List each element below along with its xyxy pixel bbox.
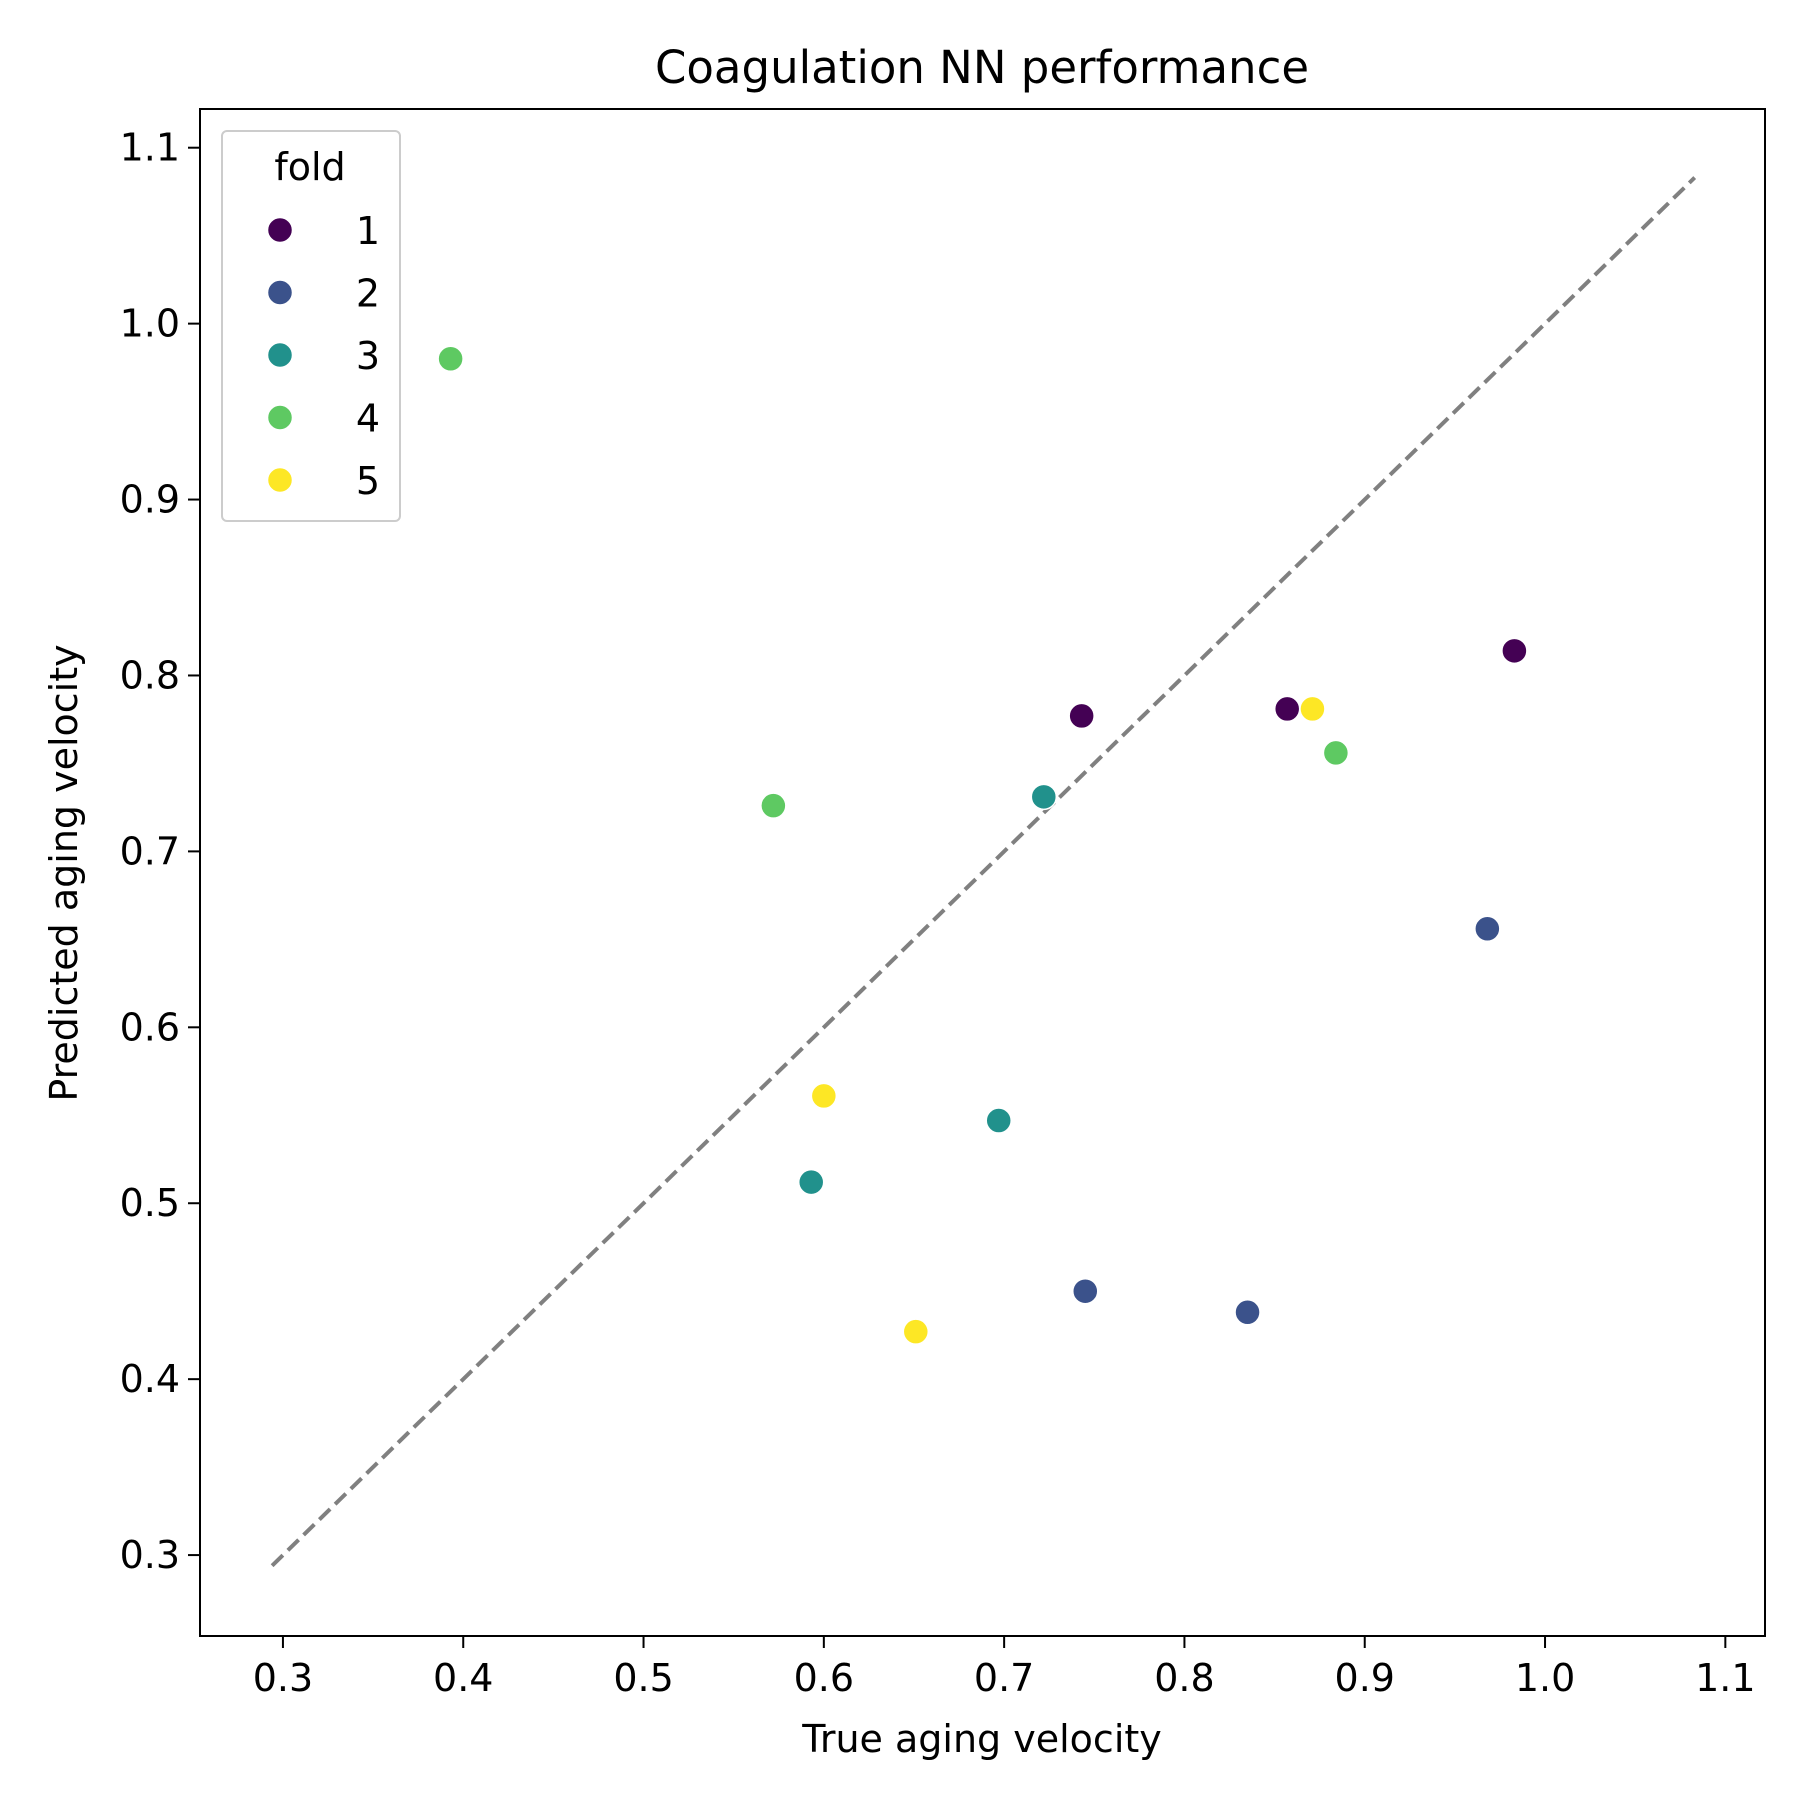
legend-marker-fold-1 bbox=[266, 216, 294, 244]
data-point-fold-4 bbox=[437, 345, 464, 373]
data-point-fold-2 bbox=[1234, 1299, 1261, 1326]
y-tick-label: 0.6 bbox=[120, 1005, 180, 1049]
x-tick-label: 0.6 bbox=[794, 1656, 854, 1700]
data-point-fold-5 bbox=[1299, 695, 1326, 723]
data-point-fold-2 bbox=[1072, 1277, 1099, 1305]
data-point-fold-1 bbox=[1501, 637, 1528, 665]
y-tick-label: 1.1 bbox=[120, 126, 180, 170]
x-tick-label: 0.7 bbox=[974, 1656, 1034, 1700]
plot-area: 0.3 0.4 0.5 0.6 0.7 0.8 0.9 1.0 1.1 0.3 0.4 0.5 0.6 0… bbox=[120, 108, 1766, 1700]
identity-reference-line bbox=[270, 176, 1697, 1568]
legend-label-fold-1: 1 bbox=[356, 209, 380, 253]
x-tick-label: 1.0 bbox=[1515, 1656, 1575, 1700]
y-tick-label: 0.9 bbox=[120, 478, 180, 522]
x-axis-label: True aging velocity bbox=[801, 1717, 1162, 1761]
x-tick-label: 0.4 bbox=[433, 1656, 493, 1700]
y-tick-label: 0.3 bbox=[120, 1533, 180, 1577]
data-point-fold-4 bbox=[1322, 739, 1350, 767]
x-tick-label: 0.5 bbox=[613, 1656, 673, 1700]
plot-frame bbox=[199, 108, 1766, 1637]
legend-marker-fold-3 bbox=[266, 341, 294, 369]
legend-box bbox=[221, 130, 401, 522]
legend-marker-fold-2 bbox=[266, 279, 294, 306]
data-point-fold-3 bbox=[1030, 783, 1058, 811]
data-point-fold-3 bbox=[797, 1168, 825, 1196]
data-point-fold-2 bbox=[1474, 915, 1501, 943]
y-tick-label: 0.7 bbox=[120, 829, 180, 873]
data-point-fold-1 bbox=[1273, 695, 1301, 723]
data-point-fold-4 bbox=[760, 792, 787, 819]
y-tick-label: 1.0 bbox=[120, 302, 180, 346]
legend-label-fold-2: 2 bbox=[356, 272, 380, 316]
y-tick-label: 0.4 bbox=[120, 1357, 180, 1401]
legend-marker-fold-5 bbox=[266, 466, 294, 494]
x-tick-label: 1.1 bbox=[1695, 1656, 1755, 1700]
y-tick-label: 0.8 bbox=[120, 653, 180, 697]
legend-marker-fold-4 bbox=[266, 404, 294, 431]
data-point-fold-1 bbox=[1068, 702, 1095, 730]
legend-label-fold-4: 4 bbox=[356, 397, 380, 441]
x-tick-label: 0.9 bbox=[1335, 1656, 1395, 1700]
x-tick-label: 0.8 bbox=[1154, 1656, 1214, 1700]
legend-label-fold-5: 5 bbox=[356, 459, 380, 503]
x-tick-label: 0.3 bbox=[253, 1656, 313, 1700]
legend-label-fold-3: 3 bbox=[356, 334, 380, 378]
data-point-fold-5 bbox=[902, 1318, 930, 1345]
chart-title: Coagulation NN performance bbox=[655, 41, 1309, 94]
data-point-fold-5 bbox=[810, 1082, 838, 1110]
y-axis-label: Predicted aging velocity bbox=[42, 644, 86, 1101]
data-point-fold-3 bbox=[985, 1107, 1012, 1134]
y-tick-label: 0.5 bbox=[120, 1181, 180, 1225]
legend-title: fold bbox=[274, 145, 345, 189]
